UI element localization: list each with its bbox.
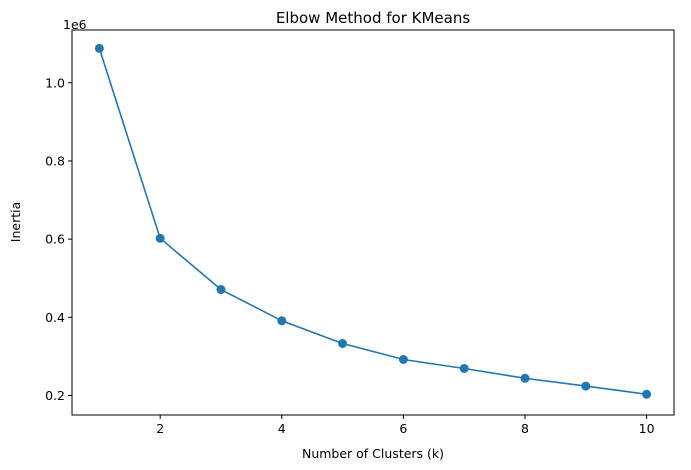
x-tick-label: 10 — [639, 421, 655, 436]
y-tick-label: 0.4 — [45, 310, 65, 325]
series-markers — [94, 43, 652, 399]
x-tick-label: 2 — [156, 421, 164, 436]
y-scale-label: 1e6 — [63, 17, 87, 32]
y-axis-label: Inertia — [8, 202, 23, 242]
x-tick-label: 8 — [521, 421, 529, 436]
x-tick-label: 6 — [399, 421, 407, 436]
x-axis-ticks: 2 4 6 8 10 — [156, 415, 655, 436]
data-point — [459, 363, 469, 373]
x-axis-label: Number of Clusters (k) — [302, 446, 444, 461]
data-point — [338, 338, 348, 348]
data-point — [94, 43, 104, 53]
series-line — [98, 48, 647, 396]
data-point — [277, 316, 287, 326]
data-point — [642, 389, 652, 399]
data-point — [520, 373, 530, 383]
data-point — [216, 285, 226, 295]
y-tick-label: 0.6 — [45, 232, 65, 247]
y-tick-label: 0.8 — [45, 153, 65, 168]
data-point — [398, 354, 408, 364]
data-point — [155, 233, 165, 243]
x-tick-label: 4 — [278, 421, 286, 436]
y-tick-label: 0.2 — [45, 388, 65, 403]
y-tick-label: 1.0 — [45, 75, 65, 90]
data-point — [581, 381, 591, 391]
chart-title: Elbow Method for KMeans — [276, 9, 471, 27]
plot-frame — [71, 29, 675, 416]
y-axis-ticks: 0.2 0.4 0.6 0.8 1.0 — [45, 75, 72, 403]
